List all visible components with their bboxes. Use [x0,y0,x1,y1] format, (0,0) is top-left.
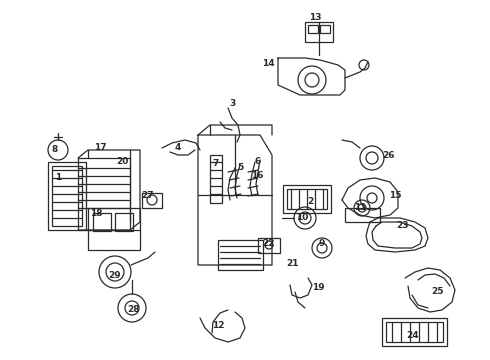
Text: 6: 6 [255,158,261,166]
Text: 19: 19 [312,284,324,292]
Bar [88,208,140,250]
Bar [382,318,447,346]
Text: 11: 11 [354,203,366,212]
Text: 27: 27 [142,190,154,199]
Bar [93,213,111,231]
Bar [48,162,86,230]
Bar [78,158,130,230]
Text: 17: 17 [94,143,106,152]
Text: 18: 18 [90,208,102,217]
Bar [287,189,327,209]
Text: 21: 21 [286,260,298,269]
Bar [308,25,318,33]
Text: 2: 2 [307,197,313,206]
Text: 3: 3 [229,99,235,108]
Text: 4: 4 [175,143,181,152]
Text: 20: 20 [116,158,128,166]
Text: 14: 14 [262,59,274,68]
Text: 1: 1 [55,174,61,183]
Text: 7: 7 [213,158,219,167]
Text: 24: 24 [407,330,419,339]
Text: 13: 13 [309,13,321,22]
Text: 9: 9 [319,238,325,248]
Bar [386,322,443,342]
Text: 16: 16 [251,171,263,180]
Text: 23: 23 [396,220,408,230]
Text: 5: 5 [237,163,243,172]
Text: 22: 22 [262,238,274,248]
Bar [345,208,380,222]
Bar [320,25,330,33]
Text: 25: 25 [431,288,443,297]
Text: 26: 26 [382,150,394,159]
Text: 28: 28 [127,306,139,315]
Text: 29: 29 [109,270,122,279]
Text: 10: 10 [296,213,308,222]
Text: 12: 12 [212,321,224,330]
Bar [283,185,331,213]
Bar [305,22,333,42]
Text: 15: 15 [389,190,401,199]
Bar [52,166,82,226]
Text: 8: 8 [52,144,58,153]
Bar [218,240,263,270]
Bar [115,213,133,231]
Bar [258,238,280,253]
Bar [210,155,222,203]
